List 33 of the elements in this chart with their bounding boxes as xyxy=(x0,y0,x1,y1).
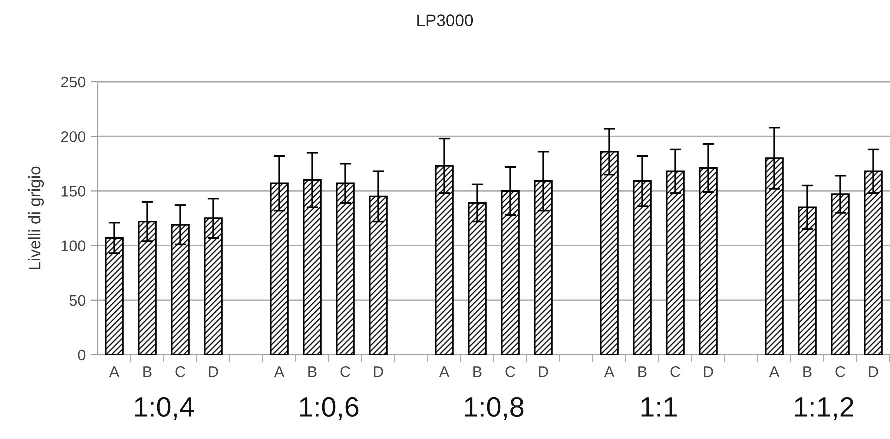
x-tick-label: C xyxy=(836,366,846,378)
x-tick-label: D xyxy=(374,366,384,378)
x-tick-label: A xyxy=(109,366,120,378)
x-tick-label: A xyxy=(604,366,615,378)
y-tick-label: 150 xyxy=(62,186,86,197)
x-tick-label: D xyxy=(539,366,548,378)
y-tick-label: 50 xyxy=(70,295,86,306)
x-tick-label: B xyxy=(804,366,812,378)
y-tick-label: 200 xyxy=(61,131,86,142)
text: 1:1 xyxy=(642,398,677,417)
y-axis-title: Livelli di grigio xyxy=(28,166,44,270)
x-tick-label: D xyxy=(209,366,218,378)
text: 1:0,6 xyxy=(300,397,359,420)
y-tick-label: 0 xyxy=(78,350,86,361)
x-tick-label: C xyxy=(176,366,186,378)
x-tick-label: B xyxy=(638,366,647,378)
chart-title: LP3000 xyxy=(418,14,474,26)
x-tick-label: B xyxy=(474,366,482,378)
x-tick-label: A xyxy=(274,366,285,378)
y-tick-label: 100 xyxy=(62,240,86,252)
x-tick-label: D xyxy=(704,366,714,378)
x-tick-label: B xyxy=(308,366,317,378)
x-tick-label: C xyxy=(670,366,680,378)
x-tick-label: C xyxy=(340,366,350,378)
y-tick-label: 250 xyxy=(61,76,86,88)
x-tick-label: A xyxy=(439,366,450,378)
x-tick-label: C xyxy=(506,366,516,378)
x-tick-label: A xyxy=(769,366,780,378)
text: 1:0,8 xyxy=(465,397,524,420)
x-tick-label: D xyxy=(869,366,878,378)
x-tick-label: B xyxy=(144,366,152,378)
text: 1:1,2 xyxy=(795,397,854,420)
text: 1:0,4 xyxy=(135,397,194,420)
